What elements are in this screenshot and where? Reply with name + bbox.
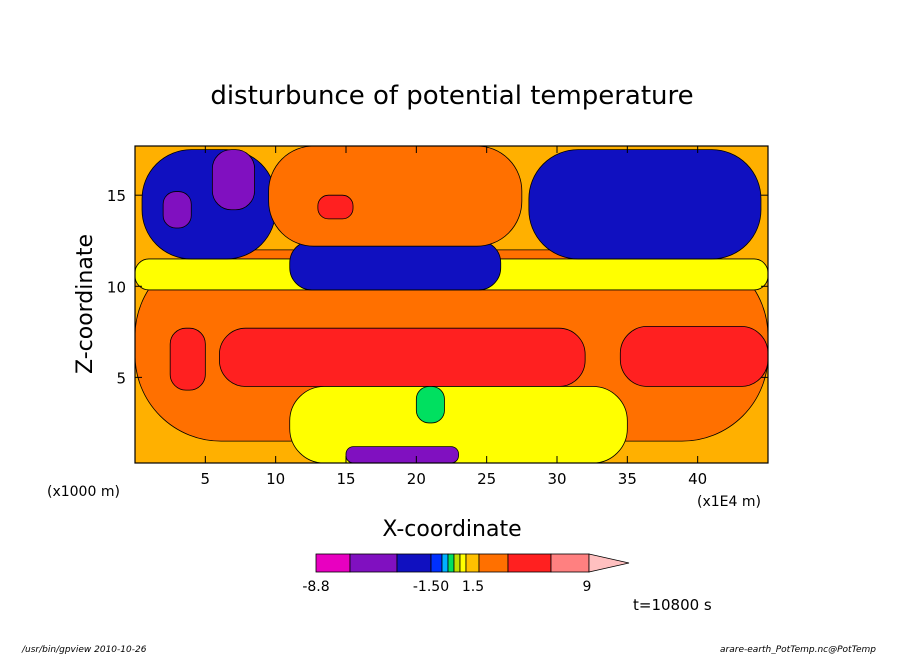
time-stamp: t=10800 s bbox=[633, 596, 712, 614]
colorbar bbox=[316, 554, 629, 572]
colorbar-segment bbox=[442, 554, 448, 572]
field-region-blue bbox=[290, 241, 501, 290]
colorbar-label: 9 bbox=[583, 579, 592, 595]
field-region-blue bbox=[529, 150, 761, 259]
colorbar-segment bbox=[551, 554, 589, 572]
field-region-red bbox=[318, 195, 353, 219]
field-region-blue bbox=[142, 150, 276, 259]
colorbar-segment bbox=[316, 554, 350, 572]
x-unit-left: (x1000 m) bbox=[47, 484, 120, 500]
colorbar-label: 1.5 bbox=[462, 579, 484, 595]
colorbar-segment bbox=[397, 554, 431, 572]
x-tick-label: 10 bbox=[266, 470, 285, 488]
x-axis-label: X-coordinate bbox=[382, 517, 521, 542]
footer-left: /usr/bin/gpview 2010-10-26 bbox=[21, 645, 147, 654]
y-tick-label: 10 bbox=[107, 278, 126, 296]
chart-title: disturbunce of potential temperature bbox=[210, 81, 693, 111]
colorbar-segment bbox=[350, 554, 397, 572]
colorbar-label: -8.8 bbox=[302, 579, 329, 595]
field-region-red bbox=[219, 328, 585, 386]
colorbar-segment bbox=[508, 554, 551, 572]
colorbar-segment bbox=[466, 554, 479, 572]
colorbar-segment bbox=[479, 554, 508, 572]
field-region-purple bbox=[346, 447, 459, 463]
x-tick-label: 15 bbox=[336, 470, 355, 488]
x-tick-label: 5 bbox=[201, 470, 211, 488]
colorbar-segment bbox=[448, 554, 454, 572]
x-tick-label: 35 bbox=[618, 470, 637, 488]
field-region-purple bbox=[212, 150, 254, 210]
plot-area bbox=[135, 146, 768, 463]
field-region-red bbox=[170, 328, 205, 390]
x-tick-label: 20 bbox=[407, 470, 426, 488]
contour-field bbox=[135, 146, 768, 463]
colorbar-arrow bbox=[589, 554, 629, 572]
x-tick-label: 30 bbox=[547, 470, 566, 488]
colorbar-label: -1.50 bbox=[413, 579, 449, 595]
colorbar-segment bbox=[454, 554, 460, 572]
field-region-purple bbox=[163, 192, 191, 228]
y-tick-label: 15 bbox=[107, 187, 126, 205]
y-axis-label: Z-coordinate bbox=[73, 234, 98, 374]
y-tick-label: 5 bbox=[116, 369, 126, 387]
x-tick-label: 25 bbox=[477, 470, 496, 488]
field-region-orange bbox=[269, 146, 522, 246]
colorbar-labels: -8.8 -1.50 1.5 9 bbox=[302, 579, 591, 595]
x-tick-label: 40 bbox=[688, 470, 707, 488]
field-region-red bbox=[620, 326, 768, 386]
footer-right: arare-earth_PotTemp.nc@PotTemp bbox=[720, 645, 876, 654]
colorbar-segment bbox=[431, 554, 442, 572]
field-region-green bbox=[416, 386, 444, 422]
colorbar-segment bbox=[460, 554, 466, 572]
x-unit-right: (x1E4 m) bbox=[697, 494, 761, 510]
